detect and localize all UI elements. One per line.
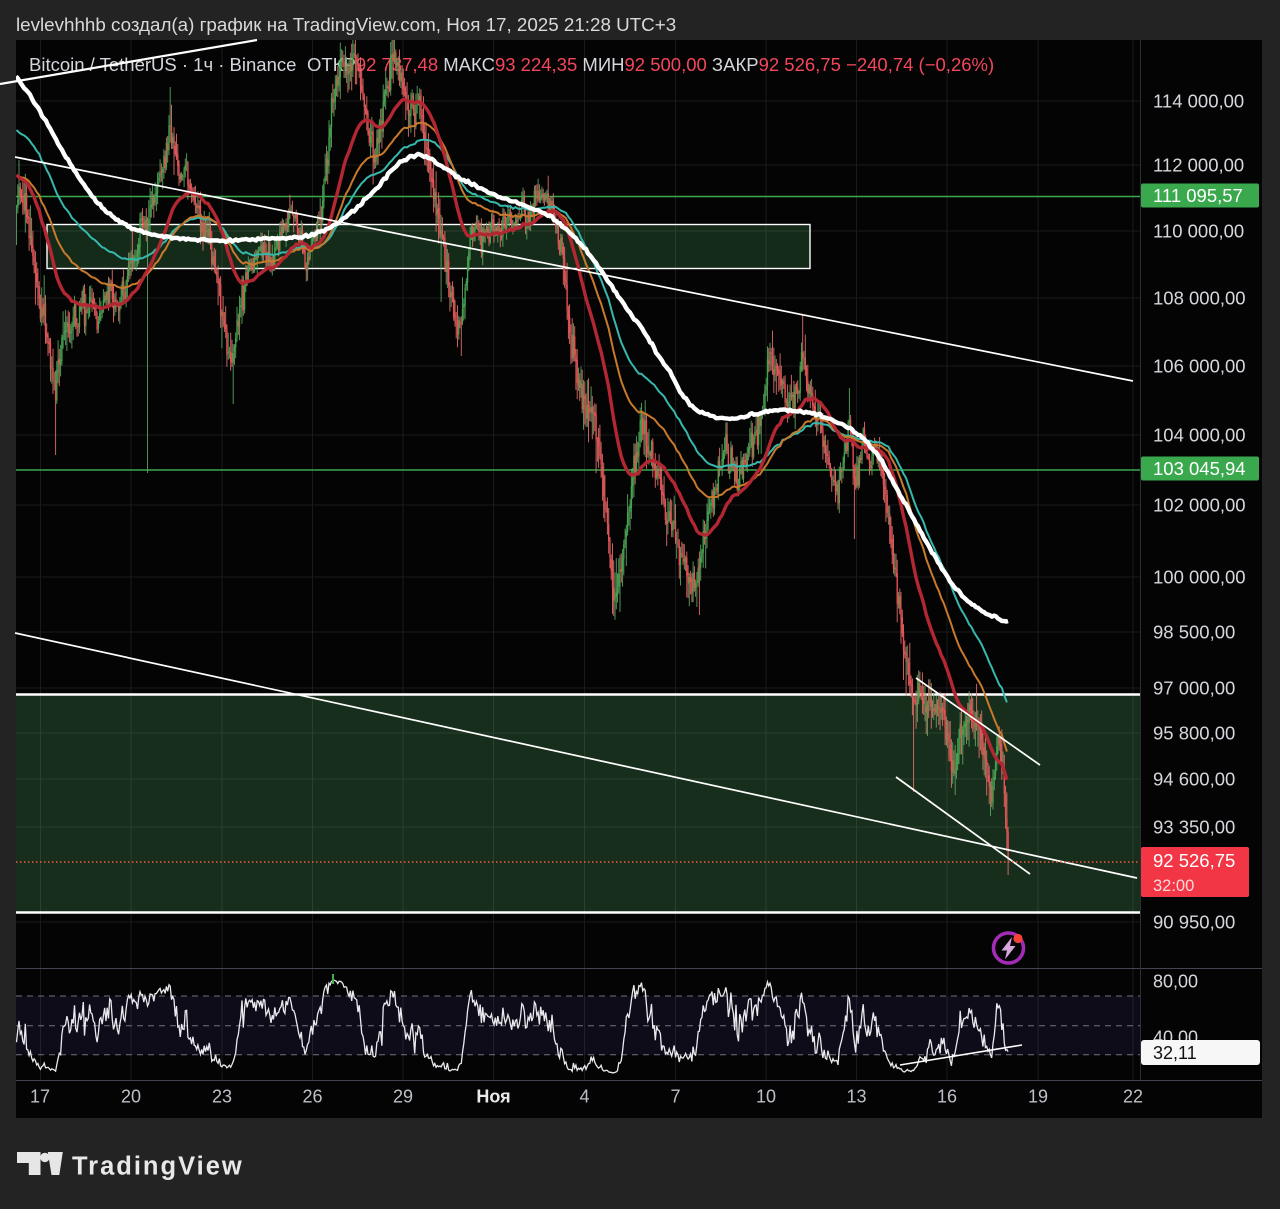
svg-text:94 600,00: 94 600,00 bbox=[1153, 769, 1235, 790]
svg-text:98 500,00: 98 500,00 bbox=[1153, 622, 1235, 643]
svg-text:32,11: 32,11 bbox=[1153, 1043, 1197, 1063]
svg-text:108 000,00: 108 000,00 bbox=[1153, 288, 1246, 309]
svg-text:23: 23 bbox=[212, 1087, 232, 1107]
svg-text:92 526,75: 92 526,75 bbox=[1153, 850, 1235, 871]
svg-text:19: 19 bbox=[1028, 1087, 1048, 1107]
svg-text:13: 13 bbox=[846, 1087, 866, 1107]
svg-text:90 950,00: 90 950,00 bbox=[1153, 912, 1235, 933]
svg-text:111 095,57: 111 095,57 bbox=[1153, 185, 1243, 206]
svg-text:TradingView: TradingView bbox=[72, 1153, 244, 1181]
svg-text:17: 17 bbox=[30, 1087, 50, 1107]
svg-text:levlevhhhb создал(а) график на: levlevhhhb создал(а) график на TradingVi… bbox=[16, 14, 676, 35]
svg-text:103 045,94: 103 045,94 bbox=[1153, 458, 1246, 479]
svg-text:114 000,00: 114 000,00 bbox=[1153, 91, 1244, 112]
svg-text:4: 4 bbox=[579, 1087, 589, 1107]
svg-text:26: 26 bbox=[302, 1087, 322, 1107]
svg-text:93 350,00: 93 350,00 bbox=[1153, 817, 1235, 838]
svg-text:Ноя: Ноя bbox=[476, 1087, 510, 1107]
svg-text:110 000,00: 110 000,00 bbox=[1153, 221, 1244, 242]
svg-text:95 800,00: 95 800,00 bbox=[1153, 723, 1235, 744]
svg-text:16: 16 bbox=[937, 1087, 957, 1107]
svg-text:104 000,00: 104 000,00 bbox=[1153, 425, 1246, 446]
svg-text:Bitcoin / TetherUS · 1ч · Bina: Bitcoin / TetherUS · 1ч · Binance bbox=[29, 54, 296, 75]
svg-text:7: 7 bbox=[670, 1087, 680, 1107]
svg-text:ОТКР92 737,48 МАКС93 224,35: ОТКР92 737,48 МАКС93 224,35 МИН92 500,00… bbox=[307, 54, 994, 75]
svg-text:32:00: 32:00 bbox=[1153, 877, 1194, 895]
svg-text:106 000,00: 106 000,00 bbox=[1153, 356, 1246, 377]
svg-text:29: 29 bbox=[393, 1087, 413, 1107]
svg-text:80,00: 80,00 bbox=[1153, 972, 1198, 992]
svg-text:10: 10 bbox=[756, 1087, 776, 1107]
svg-text:20: 20 bbox=[121, 1087, 141, 1107]
svg-text:112 000,00: 112 000,00 bbox=[1153, 155, 1244, 176]
svg-text:22: 22 bbox=[1123, 1087, 1143, 1107]
svg-text:97 000,00: 97 000,00 bbox=[1153, 678, 1235, 699]
svg-text:100 000,00: 100 000,00 bbox=[1153, 567, 1246, 588]
svg-text:102 000,00: 102 000,00 bbox=[1153, 495, 1246, 516]
